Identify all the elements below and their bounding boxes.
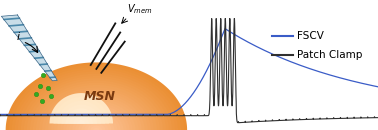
Polygon shape bbox=[65, 108, 97, 123]
Polygon shape bbox=[61, 105, 101, 124]
Polygon shape bbox=[6, 62, 187, 130]
Text: Patch Clamp: Patch Clamp bbox=[297, 50, 362, 60]
Polygon shape bbox=[9, 65, 184, 130]
Text: $i$: $i$ bbox=[15, 30, 21, 42]
Polygon shape bbox=[78, 116, 115, 130]
Polygon shape bbox=[33, 83, 160, 130]
Polygon shape bbox=[72, 112, 121, 130]
Polygon shape bbox=[63, 105, 130, 130]
Polygon shape bbox=[30, 80, 163, 130]
Polygon shape bbox=[73, 116, 89, 124]
Polygon shape bbox=[66, 108, 127, 130]
Polygon shape bbox=[45, 92, 148, 130]
Polygon shape bbox=[93, 128, 99, 130]
Polygon shape bbox=[57, 101, 136, 130]
Polygon shape bbox=[54, 97, 109, 123]
Polygon shape bbox=[2, 15, 57, 81]
Polygon shape bbox=[70, 112, 93, 124]
Polygon shape bbox=[42, 89, 151, 130]
Polygon shape bbox=[48, 94, 145, 130]
Polygon shape bbox=[27, 78, 166, 130]
Polygon shape bbox=[21, 74, 172, 130]
Text: FSCV: FSCV bbox=[297, 31, 324, 41]
Polygon shape bbox=[12, 67, 181, 130]
Polygon shape bbox=[90, 125, 102, 130]
Polygon shape bbox=[36, 85, 157, 130]
Polygon shape bbox=[24, 76, 169, 130]
Polygon shape bbox=[81, 119, 112, 130]
Polygon shape bbox=[15, 69, 178, 130]
Text: $V_{mem}$: $V_{mem}$ bbox=[127, 2, 152, 16]
Polygon shape bbox=[39, 87, 154, 130]
Polygon shape bbox=[87, 123, 105, 130]
Polygon shape bbox=[77, 120, 85, 124]
Polygon shape bbox=[50, 93, 113, 124]
Polygon shape bbox=[54, 98, 139, 130]
Text: MSN: MSN bbox=[84, 90, 116, 103]
Polygon shape bbox=[75, 114, 118, 130]
Polygon shape bbox=[57, 101, 105, 124]
Polygon shape bbox=[60, 103, 133, 130]
Polygon shape bbox=[51, 96, 142, 130]
Polygon shape bbox=[69, 110, 124, 130]
Polygon shape bbox=[18, 71, 175, 130]
Polygon shape bbox=[84, 121, 108, 130]
